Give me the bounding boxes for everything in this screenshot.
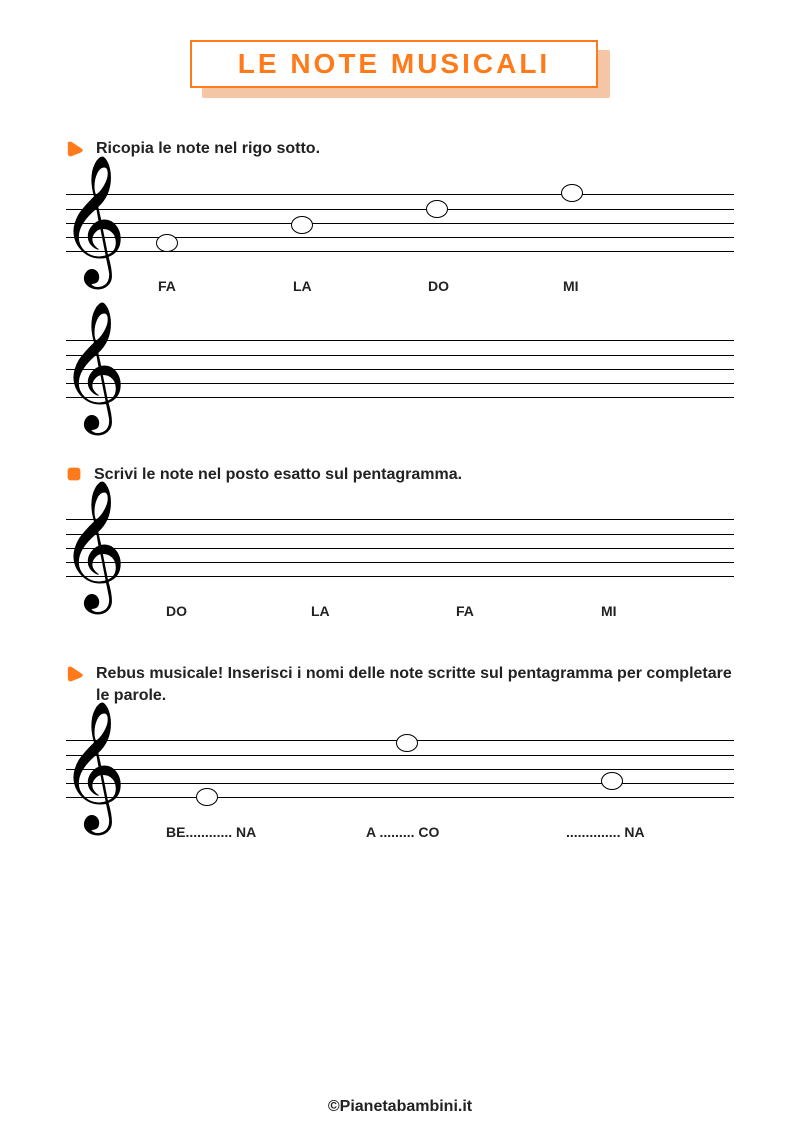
note-label: DO xyxy=(428,278,563,294)
treble-clef-icon: 𝄞 xyxy=(60,310,126,422)
square-icon xyxy=(66,466,82,482)
note-label: DO xyxy=(166,603,311,619)
section2-instruction: Scrivi le note nel posto esatto sul pent… xyxy=(66,464,734,486)
pick-icon xyxy=(66,665,84,683)
staff-lines xyxy=(66,519,734,575)
note-label: LA xyxy=(311,603,456,619)
note-head xyxy=(156,234,178,252)
section1-note-labels: FALADOMI xyxy=(66,278,734,294)
title-box: LE NOTE MUSICALI xyxy=(190,40,598,88)
note-label: FA xyxy=(158,278,293,294)
note-head xyxy=(426,200,448,218)
note-head xyxy=(291,216,313,234)
note-head xyxy=(561,184,583,202)
pick-icon xyxy=(66,140,84,158)
section3-rebus-labels: BE............ NAA ......... CO.........… xyxy=(66,824,734,840)
note-label: LA xyxy=(293,278,428,294)
footer-credit: ©Pianetabambini.it xyxy=(0,1098,800,1116)
treble-clef-icon: 𝄞 xyxy=(60,164,126,276)
staff-lines xyxy=(66,340,734,396)
rebus-label: BE............ NA xyxy=(166,824,366,840)
section2-text: Scrivi le note nel posto esatto sul pent… xyxy=(94,464,734,486)
section1-instruction: Ricopia le note nel rigo sotto. xyxy=(66,138,734,160)
section2-staff: 𝄞 xyxy=(66,507,734,599)
section2-note-labels: DOLAFAMI xyxy=(66,603,734,619)
section3-instruction: Rebus musicale! Inserisci i nomi delle n… xyxy=(66,663,734,706)
treble-clef-icon: 𝄞 xyxy=(60,489,126,601)
page-title-wrap: LE NOTE MUSICALI xyxy=(190,40,610,98)
page-title: LE NOTE MUSICALI xyxy=(238,48,550,80)
section3-text: Rebus musicale! Inserisci i nomi delle n… xyxy=(96,663,734,706)
rebus-label: A ......... CO xyxy=(366,824,566,840)
section3-staff: 𝄞 xyxy=(66,728,734,820)
treble-clef-icon: 𝄞 xyxy=(60,710,126,822)
note-label: MI xyxy=(563,278,698,294)
rebus-label: .............. NA xyxy=(566,824,766,840)
section1-staff-a: 𝄞 xyxy=(66,182,734,274)
note-label: FA xyxy=(456,603,601,619)
section1-text: Ricopia le note nel rigo sotto. xyxy=(96,138,734,160)
section1-staff-b: 𝄞 xyxy=(66,328,734,420)
note-head xyxy=(196,788,218,806)
note-label: MI xyxy=(601,603,746,619)
